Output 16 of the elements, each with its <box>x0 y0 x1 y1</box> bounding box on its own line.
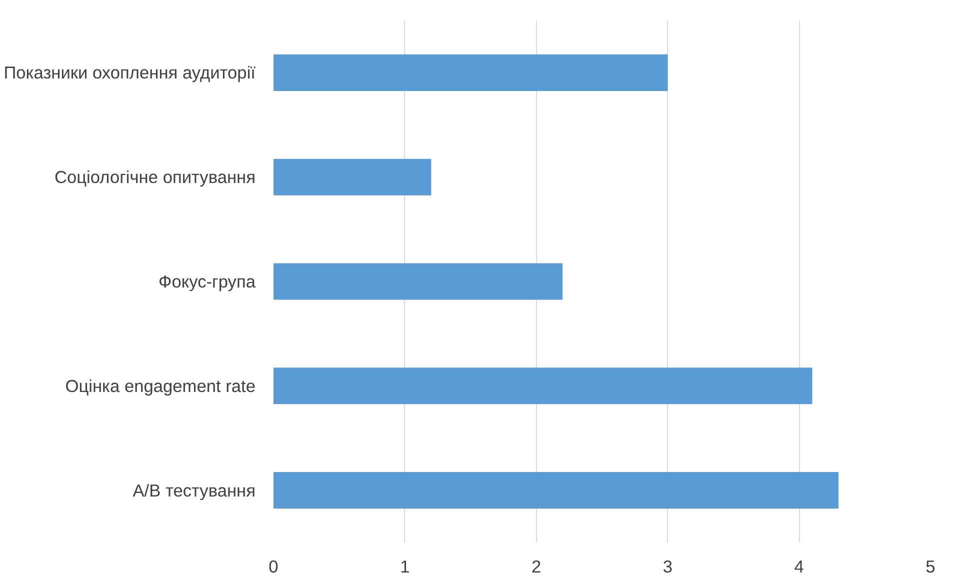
y-tick-label: Соціологічне опитування <box>54 167 256 188</box>
x-tick-label: 3 <box>662 556 673 576</box>
y-tick-label: Показники охоплення аудиторії <box>4 62 256 83</box>
x-tick-label: 1 <box>400 556 410 576</box>
y-tick-label: Оцінка engagement rate <box>65 376 256 396</box>
x-tick-label: 0 <box>268 556 278 576</box>
bar <box>274 472 839 509</box>
x-tick-label: 4 <box>794 556 804 576</box>
x-tick-label: 5 <box>926 556 936 576</box>
y-tick-label: Фокус-група <box>158 272 256 292</box>
bar <box>274 368 812 404</box>
y-tick-label: A/B тестування <box>132 480 256 500</box>
x-tick-label: 2 <box>531 556 542 576</box>
bar <box>274 158 432 196</box>
bar <box>274 263 563 300</box>
bar <box>274 54 668 91</box>
